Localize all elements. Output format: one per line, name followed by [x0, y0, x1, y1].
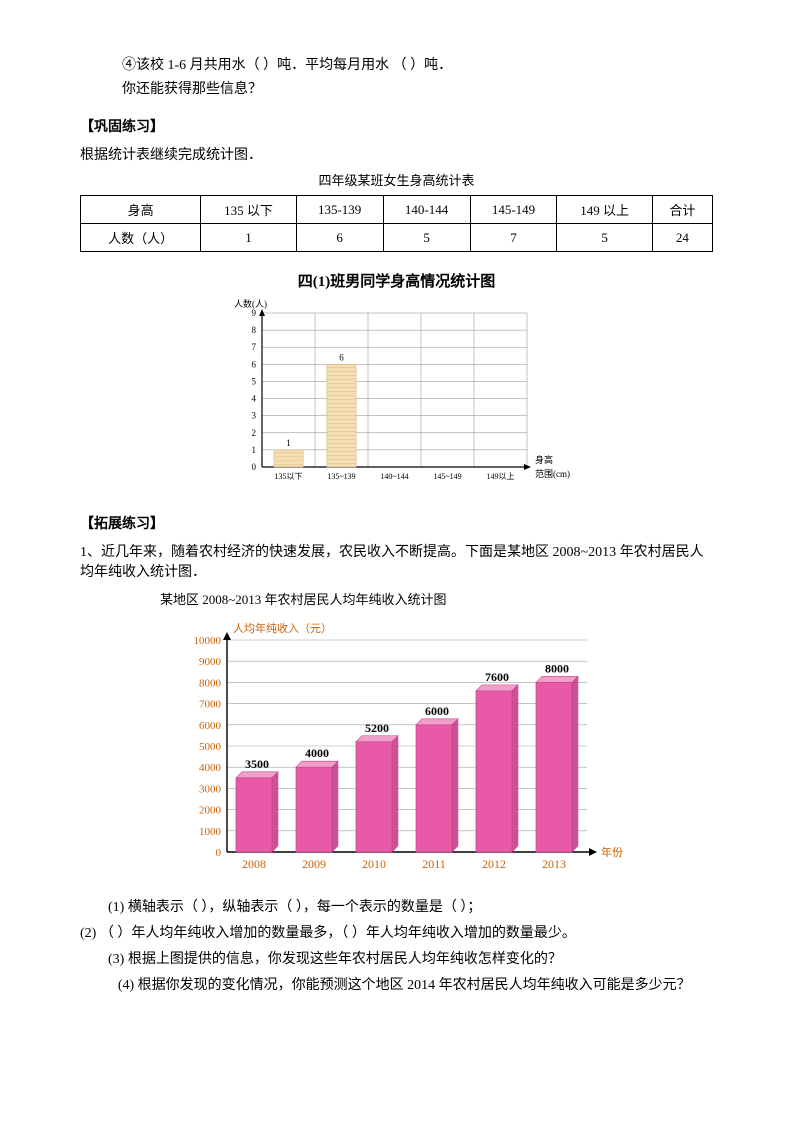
svg-text:人均年纯收入（元）: 人均年纯收入（元）	[233, 621, 332, 635]
svg-text:7000: 7000	[199, 699, 222, 711]
svg-text:年份: 年份	[601, 845, 623, 859]
svg-text:范围(cm): 范围(cm)	[535, 468, 570, 479]
svg-text:1: 1	[286, 438, 291, 448]
td-4: 5	[557, 224, 652, 252]
section2-intro: 1、近几年来，随着农村经济的快速发展，农民收入不断提高。下面是某地区 2008~…	[80, 541, 713, 581]
svg-text:3500: 3500	[245, 757, 269, 771]
chart2-svg: 人均年纯收入（元） 0 1000 2000 3000 4000 5000 6000 7000 80…	[167, 618, 647, 878]
table-caption: 四年级某班女生身高统计表	[80, 170, 713, 189]
svg-text:5: 5	[251, 376, 256, 386]
section-extend-title: 【拓展练习】	[80, 513, 713, 533]
svg-text:6000: 6000	[199, 720, 222, 732]
table-header-row: 身高 135 以下 135-139 140-144 145-149 149 以上…	[81, 196, 713, 224]
table-data-row: 人数（人） 1 6 5 7 5 24	[81, 224, 713, 252]
th-2: 140-144	[383, 196, 470, 224]
svg-text:2: 2	[251, 428, 256, 438]
svg-text:1: 1	[251, 445, 256, 455]
svg-text:2010: 2010	[362, 857, 386, 871]
svg-text:2000: 2000	[199, 805, 222, 817]
svg-text:10000: 10000	[193, 635, 221, 647]
section1-intro: 根据统计表继续完成统计图．	[80, 144, 713, 164]
th-0: 135 以下	[201, 196, 296, 224]
svg-text:145~149: 145~149	[433, 472, 461, 481]
chart1-svg: 人数(人) 0 1 2 3 4 5 6 7 8 9 1 135以下 6 135~139 140~144 145~…	[207, 295, 587, 495]
svg-text:9: 9	[251, 308, 256, 318]
th-1: 135-139	[296, 196, 383, 224]
svg-text:4: 4	[251, 394, 256, 404]
svg-text:3000: 3000	[199, 783, 222, 795]
svg-text:4000: 4000	[199, 762, 222, 774]
svg-text:2011: 2011	[422, 857, 446, 871]
svg-text:8000: 8000	[545, 661, 569, 675]
th-3: 145-149	[470, 196, 557, 224]
svg-text:5200: 5200	[365, 721, 389, 735]
chart2-container: 人均年纯收入（元） 0 1000 2000 3000 4000 5000 6000 7000 80…	[100, 618, 713, 878]
ext-q1: (1) 横轴表示（ ），纵轴表示（ ），每一个表示的数量是（ ）；	[80, 896, 713, 916]
svg-text:0: 0	[251, 462, 256, 472]
svg-text:2009: 2009	[302, 857, 326, 871]
question-4: ④该校 1-6 月共用水（ ）吨．平均每月用水 （ ）吨．	[80, 54, 713, 74]
svg-text:135以下: 135以下	[274, 472, 302, 481]
svg-text:2013: 2013	[542, 857, 566, 871]
svg-text:135~139: 135~139	[327, 472, 355, 481]
svg-text:7: 7	[251, 342, 256, 352]
svg-text:1000: 1000	[199, 826, 222, 838]
ext-q2: (2) （ ）年人均年纯收入增加的数量最多，（ ）年人均年纯收入增加的数量最少。	[80, 922, 713, 942]
height-table: 身高 135 以下 135-139 140-144 145-149 149 以上…	[80, 195, 713, 252]
th-4: 149 以上	[557, 196, 652, 224]
svg-text:4000: 4000	[305, 746, 329, 760]
svg-text:6: 6	[339, 352, 344, 362]
td-2: 5	[383, 224, 470, 252]
svg-text:8: 8	[251, 325, 256, 335]
svg-text:8000: 8000	[199, 677, 222, 689]
td-total: 24	[652, 224, 712, 252]
ext-q4: (4) 根据你发现的变化情况，你能预测这个地区 2014 年农村居民人均年纯收入…	[108, 974, 713, 994]
svg-text:6: 6	[251, 359, 256, 369]
svg-text:3: 3	[251, 411, 256, 421]
chart1-title: 四(1)班男同学身高情况统计图	[80, 270, 713, 291]
chart1-container: 四(1)班男同学身高情况统计图 人数(人) 0 1 2 3 4 5 6 7 8 9 1 135以下 6 13…	[80, 270, 713, 495]
td-3: 7	[470, 224, 557, 252]
section-consolidate-title: 【巩固练习】	[80, 116, 713, 136]
td-0: 1	[201, 224, 296, 252]
th-total: 合计	[652, 196, 712, 224]
svg-text:2012: 2012	[482, 857, 506, 871]
svg-text:2008: 2008	[242, 857, 266, 871]
td-1: 6	[296, 224, 383, 252]
svg-text:140~144: 140~144	[380, 472, 408, 481]
question-5: 你还能获得那些信息？	[80, 78, 713, 98]
svg-text:6000: 6000	[425, 704, 449, 718]
svg-text:0: 0	[215, 847, 221, 859]
svg-text:149以上: 149以上	[486, 472, 514, 481]
svg-text:人数(人): 人数(人)	[234, 298, 267, 309]
th-height: 身高	[81, 196, 201, 224]
chart2-title: 某地区 2008~2013 年农村居民人均年纯收入统计图	[160, 589, 713, 608]
svg-text:5000: 5000	[199, 741, 222, 753]
ext-q3: (3) 根据上图提供的信息，你发现这些年农村居民人均年纯收怎样变化的？	[80, 948, 713, 968]
row-label: 人数（人）	[81, 224, 201, 252]
svg-text:7600: 7600	[485, 670, 509, 684]
svg-text:9000: 9000	[199, 656, 222, 668]
svg-text:身高: 身高	[535, 454, 553, 465]
